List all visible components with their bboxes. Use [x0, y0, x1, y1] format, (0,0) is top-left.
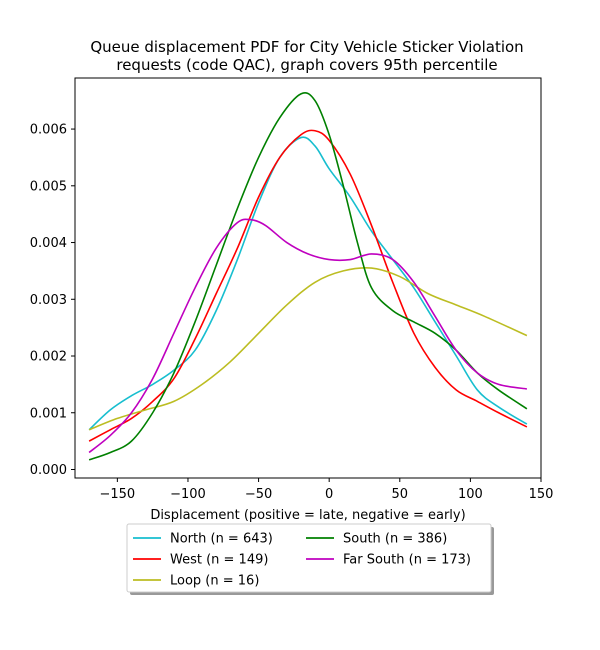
y-tick-label: 0.005 — [30, 179, 67, 194]
legend-item-1: North (n = 643) — [133, 532, 273, 547]
legend-label: West (n = 149) — [170, 553, 268, 568]
chart-title-line-1: Queue displacement PDF for City Vehicle … — [90, 38, 523, 56]
series-lines — [88, 92, 528, 461]
legend-item-4: South (n = 386) — [306, 532, 447, 547]
x-tick-label: 150 — [529, 487, 554, 502]
legend-items: North (n = 643) West (n = 149) Loop (n = 1… — [133, 532, 471, 589]
x-tick-label: −100 — [170, 487, 206, 502]
y-tick-label: 0.002 — [30, 350, 67, 365]
y-tick-label: 0.001 — [30, 406, 67, 421]
series-line-4 — [88, 92, 528, 461]
x-axis-ticks: −150 −100 −50 0 50 100 150 — [100, 478, 554, 502]
legend-item-3: Loop (n = 16) — [133, 574, 259, 589]
y-axis-ticks: 0.000 0.001 0.002 0.003 0.004 0.005 0.006 — [30, 123, 75, 478]
series-line-5 — [88, 218, 528, 454]
x-tick-label: 0 — [325, 487, 333, 502]
series-line-3 — [88, 266, 528, 431]
x-tick-label: −150 — [100, 487, 136, 502]
legend-item-2: West (n = 149) — [133, 553, 268, 568]
series-line-1 — [88, 136, 528, 431]
chart-title-line-2: requests (code QAC), graph covers 95th p… — [116, 56, 497, 74]
y-tick-label: 0.006 — [30, 123, 67, 138]
legend-item-5: Far South (n = 173) — [306, 553, 471, 568]
y-tick-label: 0.004 — [30, 236, 67, 251]
x-tick-label: 100 — [458, 487, 483, 502]
legend-box — [126, 523, 492, 593]
x-axis-label: Displacement (positive = late, negative … — [150, 508, 465, 523]
x-tick-label: −50 — [245, 487, 272, 502]
legend: North (n = 643) West (n = 149) Loop (n = 1… — [126, 523, 494, 595]
chart-title: Queue displacement PDF for City Vehicle … — [90, 38, 523, 74]
plot-frame — [74, 77, 542, 479]
y-tick-label: 0.003 — [30, 293, 67, 308]
legend-label: South (n = 386) — [343, 532, 447, 547]
legend-label: Far South (n = 173) — [343, 553, 471, 568]
x-tick-label: 50 — [392, 487, 409, 502]
legend-label: North (n = 643) — [170, 532, 273, 547]
y-tick-label: 0.000 — [30, 463, 67, 478]
legend-label: Loop (n = 16) — [170, 574, 259, 589]
series-line-2 — [88, 129, 528, 442]
